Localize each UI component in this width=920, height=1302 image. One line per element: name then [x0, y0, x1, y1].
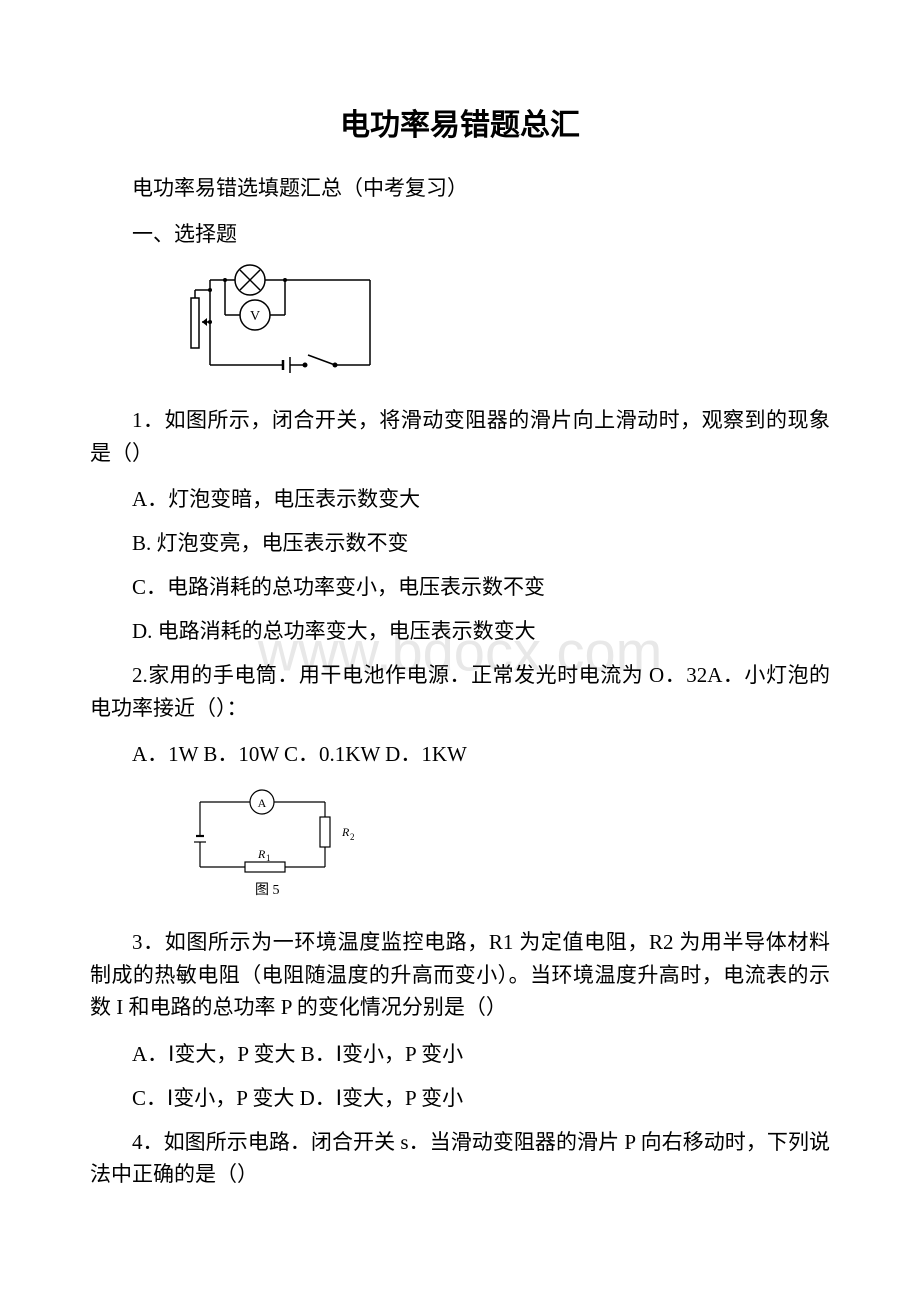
svg-text:1: 1 — [266, 853, 271, 863]
q3-text: 3．如图所示为一环境温度监控电路，R1 为定值电阻，R2 为用半导体材料制成的热… — [90, 926, 830, 1024]
section-label: 一、选择题 — [90, 218, 830, 248]
q4-text: 4．如图所示电路．闭合开关 s．当滑动变阻器的滑片 P 向右移动时，下列说法中正… — [90, 1126, 830, 1191]
circuit-diagram-2: A R 2 R 1 图 5 — [180, 782, 830, 912]
svg-text:R: R — [341, 825, 350, 839]
circuit-diagram-1: V — [180, 260, 830, 390]
svg-text:V: V — [250, 309, 260, 324]
svg-text:2: 2 — [350, 832, 355, 842]
page-subtitle: 电功率易错选填题汇总（中考复习） — [90, 172, 830, 202]
q3-opt-cd: C．Ⅰ变小，P 变大 D．Ⅰ变大，P 变小 — [90, 1082, 830, 1112]
page-content: 电功率易错题总汇 电功率易错选填题汇总（中考复习） 一、选择题 — [90, 100, 830, 1191]
q3-opt-ab: A．Ⅰ变大，P 变大 B．Ⅰ变小，P 变小 — [90, 1038, 830, 1068]
q1-opt-b: B. 灯泡变亮，电压表示数不变 — [90, 527, 830, 557]
svg-text:R: R — [257, 847, 266, 861]
q2-text: 2.家用的手电筒．用干电池作电源．正常发光时电流为 O．32A．小灯泡的电功率接… — [90, 659, 830, 724]
svg-text:图 5: 图 5 — [255, 883, 280, 898]
q2-options: A．1W B．10W C．0.1KW D．1KW — [90, 738, 830, 768]
page-title: 电功率易错题总汇 — [90, 100, 830, 144]
q1-text: 1．如图所示，闭合开关，将滑动变阻器的滑片向上滑动时，观察到的现象是（） — [90, 404, 830, 469]
q1-opt-a: A．灯泡变暗，电压表示数变大 — [90, 483, 830, 513]
q1-opt-d: D. 电路消耗的总功率变大，电压表示数变大 — [90, 615, 830, 645]
svg-text:A: A — [258, 796, 267, 810]
q1-opt-c: C．电路消耗的总功率变小，电压表示数不变 — [90, 571, 830, 601]
